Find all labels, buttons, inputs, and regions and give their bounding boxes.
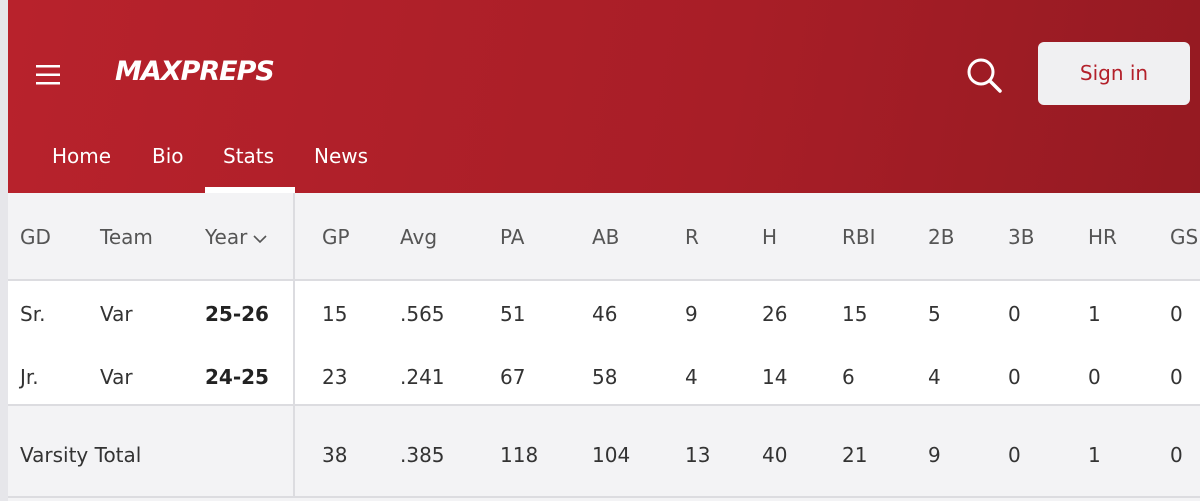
active-tab-indicator bbox=[205, 187, 295, 193]
total-cell: .385 bbox=[400, 443, 445, 467]
table-cell: 46 bbox=[592, 302, 618, 326]
table-cell: 4 bbox=[928, 365, 941, 389]
total-cell: 21 bbox=[842, 443, 868, 467]
column-header: RBI bbox=[842, 225, 876, 249]
total-label: Varsity Total bbox=[20, 443, 142, 467]
table-cell: 67 bbox=[500, 365, 526, 389]
header bbox=[8, 0, 1200, 193]
table-cell: Var bbox=[100, 302, 133, 326]
total-cell: 13 bbox=[685, 443, 711, 467]
table-cell: 24-25 bbox=[205, 365, 269, 389]
nav-tab[interactable]: Home bbox=[52, 144, 112, 168]
total-cell: 40 bbox=[762, 443, 788, 467]
table-cell: 4 bbox=[685, 365, 698, 389]
divider bbox=[8, 279, 1200, 281]
table-cell: 0 bbox=[1170, 302, 1183, 326]
table-cell: .241 bbox=[400, 365, 445, 389]
sign-in-button[interactable]: Sign in bbox=[1038, 42, 1190, 105]
total-cell: 0 bbox=[1170, 443, 1183, 467]
total-cell: 118 bbox=[500, 443, 539, 467]
nav-tab[interactable]: Bio bbox=[152, 144, 184, 168]
table-cell: 15 bbox=[842, 302, 868, 326]
total-cell: 1 bbox=[1088, 443, 1101, 467]
rows-background bbox=[8, 280, 1200, 405]
table-cell: 26 bbox=[762, 302, 788, 326]
search-icon[interactable] bbox=[964, 55, 1004, 95]
column-header: PA bbox=[500, 225, 525, 249]
column-header: R bbox=[685, 225, 699, 249]
column-header[interactable]: Year bbox=[205, 225, 267, 249]
menu-icon[interactable] bbox=[36, 63, 62, 87]
table-cell: 0 bbox=[1008, 365, 1021, 389]
column-header: AB bbox=[592, 225, 620, 249]
table-cell: 58 bbox=[592, 365, 618, 389]
nav-tab[interactable]: News bbox=[314, 144, 369, 168]
column-header: 2B bbox=[928, 225, 955, 249]
column-header: GD bbox=[20, 225, 51, 249]
table-cell: Jr. bbox=[20, 365, 39, 389]
total-cell: 0 bbox=[1008, 443, 1021, 467]
table-cell: 14 bbox=[762, 365, 788, 389]
edge-strip bbox=[0, 0, 8, 501]
divider bbox=[8, 404, 1200, 406]
table-cell: 1 bbox=[1088, 302, 1101, 326]
table-cell: Sr. bbox=[20, 302, 46, 326]
column-header: Team bbox=[100, 225, 153, 249]
table-cell: 51 bbox=[500, 302, 526, 326]
column-header: 3B bbox=[1008, 225, 1035, 249]
table-cell: 0 bbox=[1170, 365, 1183, 389]
total-cell: 104 bbox=[592, 443, 631, 467]
sort-chevron bbox=[253, 234, 267, 243]
table-cell: 6 bbox=[842, 365, 855, 389]
table-cell: 0 bbox=[1088, 365, 1101, 389]
column-header: H bbox=[762, 225, 778, 249]
logo[interactable]: MAXPREPS bbox=[115, 56, 275, 87]
table-cell: 25-26 bbox=[205, 302, 269, 326]
table-cell: .565 bbox=[400, 302, 445, 326]
column-header: GP bbox=[322, 225, 350, 249]
table-cell: 9 bbox=[685, 302, 698, 326]
table-cell: 23 bbox=[322, 365, 348, 389]
table-cell: 0 bbox=[1008, 302, 1021, 326]
table-cell: Var bbox=[100, 365, 133, 389]
column-header: Avg bbox=[400, 225, 438, 249]
column-divider bbox=[293, 193, 295, 497]
column-header: HR bbox=[1088, 225, 1117, 249]
total-cell: 38 bbox=[322, 443, 348, 467]
total-cell: 9 bbox=[928, 443, 941, 467]
table-cell: 5 bbox=[928, 302, 941, 326]
divider bbox=[8, 496, 1200, 498]
nav-tab[interactable]: Stats bbox=[223, 144, 275, 168]
column-header: GS bbox=[1170, 225, 1199, 249]
table-cell: 15 bbox=[322, 302, 348, 326]
